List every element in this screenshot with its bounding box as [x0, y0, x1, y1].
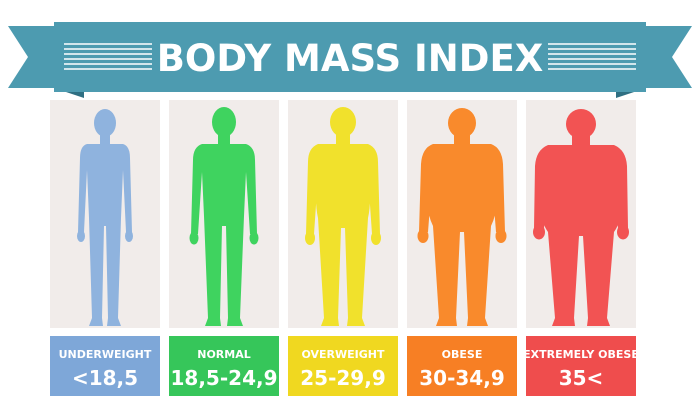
category-range: 30-34,9 [419, 366, 504, 390]
category-column-underweight: UNDERWEIGHT <18,5 [50, 100, 160, 396]
banner-band [54, 22, 646, 92]
category-label: OVERWEIGHT [301, 348, 385, 361]
banner-stripes-left [64, 43, 152, 70]
category-label: EXTREMELY OBESE [523, 348, 639, 361]
normal-figure [189, 107, 259, 326]
category-range: 18,5-24,9 [171, 366, 278, 390]
category-range: <18,5 [72, 366, 138, 390]
category-box [407, 336, 517, 396]
category-box [50, 336, 160, 396]
banner-stripes-right [548, 43, 636, 70]
extremely-obese-figure [533, 109, 629, 326]
obese-figure [417, 108, 507, 326]
category-column-overweight: OVERWEIGHT 25-29,9 [288, 100, 398, 396]
category-label: NORMAL [197, 348, 251, 361]
banner-left-tail [8, 26, 54, 88]
title-banner: BODY MASS INDEX [8, 22, 692, 98]
category-range: 35< [559, 366, 604, 390]
page-title: BODY MASS INDEX [157, 37, 544, 80]
category-box [526, 336, 636, 396]
category-column-normal: NORMAL 18,5-24,9 [169, 100, 279, 396]
underweight-figure [77, 109, 133, 326]
category-column-obese: OBESE 30-34,9 [407, 100, 517, 396]
category-label: UNDERWEIGHT [59, 348, 152, 361]
category-label: OBESE [442, 348, 483, 361]
category-box [288, 336, 398, 396]
overweight-figure [305, 107, 381, 326]
category-range: 25-29,9 [300, 366, 385, 390]
category-column-extremely-obese: EXTREMELY OBESE 35< [523, 100, 639, 396]
banner-right-tail [646, 26, 692, 88]
category-box [169, 336, 279, 396]
